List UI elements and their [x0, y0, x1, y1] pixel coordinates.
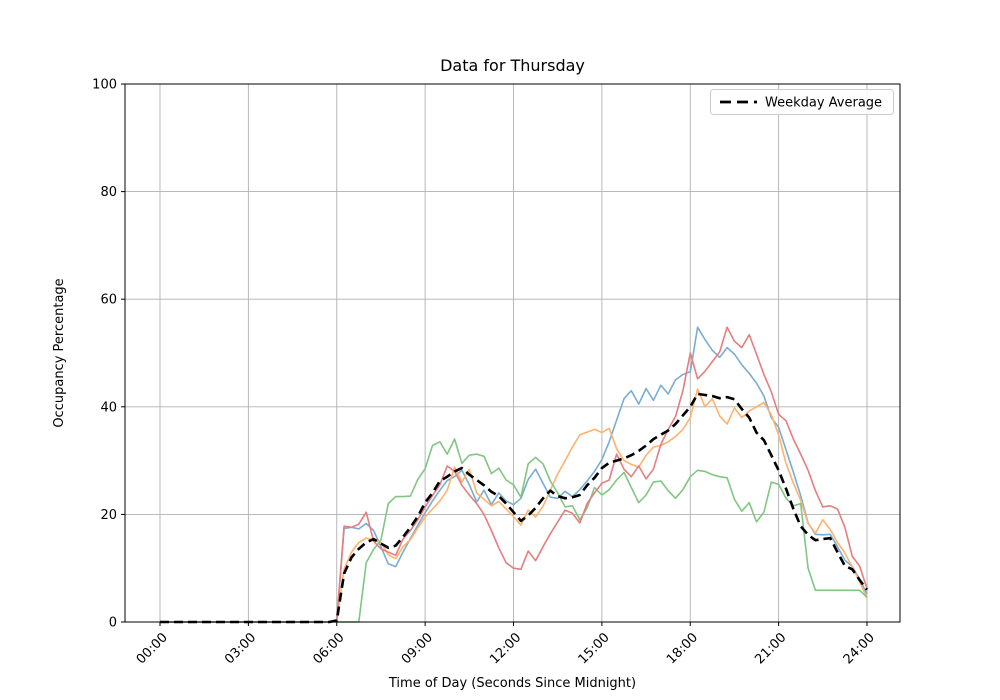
x-tick-label: 12:00 — [487, 630, 524, 667]
legend-label: Weekday Average — [765, 96, 882, 111]
x-tick-label: 15:00 — [576, 630, 613, 667]
y-tick-label: 80 — [100, 185, 117, 200]
chart-title: Data for Thursday — [440, 56, 585, 75]
x-tick-label: 06:00 — [310, 630, 347, 667]
legend-box — [710, 89, 894, 115]
y-axis-label: Occupancy Percentage — [52, 278, 67, 427]
axis-ticks — [121, 83, 868, 626]
y-tick-label: 0 — [109, 616, 117, 631]
gridlines — [125, 83, 900, 623]
x-axis-label: Time of Day (Seconds Since Midnight) — [388, 676, 636, 691]
x-tick-label: 24:00 — [841, 630, 878, 667]
legend: Weekday Average — [710, 89, 894, 115]
x-tick-label: 21:00 — [752, 630, 789, 667]
x-tick-label: 18:00 — [664, 630, 701, 667]
x-tick-label: 03:00 — [222, 630, 259, 667]
x-tick-label: 09:00 — [399, 630, 436, 667]
y-tick-label: 60 — [100, 293, 117, 308]
y-tick-label: 20 — [100, 508, 117, 523]
y-tick-label: 40 — [100, 400, 117, 415]
plot-frame — [124, 83, 901, 623]
y-tick-label: 100 — [92, 78, 117, 93]
x-tick-label: 00:00 — [134, 630, 171, 667]
